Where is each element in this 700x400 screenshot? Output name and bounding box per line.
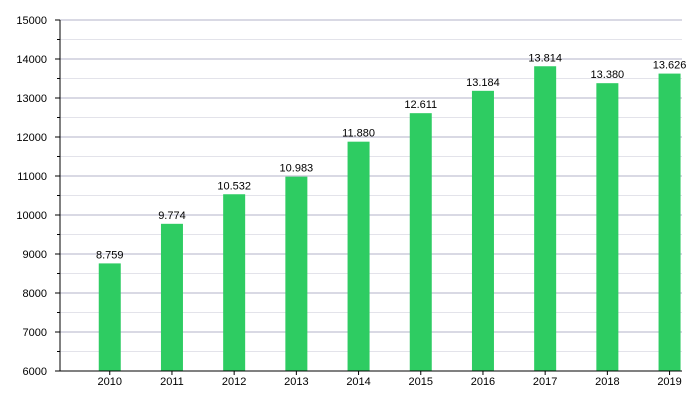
data-label: 9.774 (158, 210, 186, 222)
x-tick-label: 2017 (533, 376, 557, 388)
x-tick-label: 2018 (595, 376, 619, 388)
y-tick-label: 14000 (16, 54, 47, 66)
x-tick-label: 2011 (160, 376, 184, 388)
data-label: 10.983 (280, 163, 314, 175)
x-axis: 2010 2011 2012 2013 2014 2015 2016 2017 2018 2019 (60, 370, 682, 388)
data-label: 12.611 (404, 99, 437, 111)
grid-lines (60, 19, 682, 352)
bar-2013 (285, 176, 308, 371)
y-tick-label: 8000 (23, 288, 47, 300)
y-tick-label: 6000 (23, 366, 47, 378)
bar-2017 (534, 66, 557, 371)
y-tick-label: 11000 (17, 171, 47, 183)
bar-2011 (160, 223, 183, 371)
data-label: 10.532 (217, 180, 251, 192)
data-label: 13.184 (466, 77, 500, 89)
y-tick-label: 12000 (16, 132, 47, 144)
data-label: 11.880 (342, 128, 375, 140)
y-axis: 6000 7000 8000 9000 10000 11000 12000 13000 1400… (16, 15, 61, 378)
x-tick-label: 2015 (409, 376, 433, 388)
data-label: 13.380 (591, 69, 625, 81)
bar-2016 (471, 90, 494, 371)
x-tick-label: 2016 (471, 376, 495, 388)
bar-2012 (223, 194, 246, 371)
data-label: 8.759 (96, 249, 124, 261)
x-tick-label: 2019 (657, 376, 681, 388)
x-tick-label: 2010 (98, 376, 122, 388)
bar-2018 (596, 83, 619, 372)
bar-2010 (98, 263, 121, 371)
data-label: 13.626 (653, 60, 687, 72)
data-label: 13.814 (528, 52, 562, 64)
x-tick-label: 2013 (284, 376, 308, 388)
y-tick-label: 9000 (23, 249, 47, 261)
y-tick-label: 13000 (16, 93, 47, 105)
y-tick-label: 7000 (23, 327, 47, 339)
y-tick-label: 15000 (16, 15, 47, 27)
y-tick-label: 10000 (16, 210, 47, 222)
bars (98, 66, 681, 372)
x-tick-label: 2014 (346, 376, 370, 388)
bar-2015 (409, 113, 432, 372)
bar-2019 (658, 73, 681, 371)
x-tick-label: 2012 (222, 376, 246, 388)
data-labels: 8.759 9.774 10.532 10.983 11.880 12.611 13.184… (96, 52, 686, 261)
bar-2014 (347, 141, 370, 371)
